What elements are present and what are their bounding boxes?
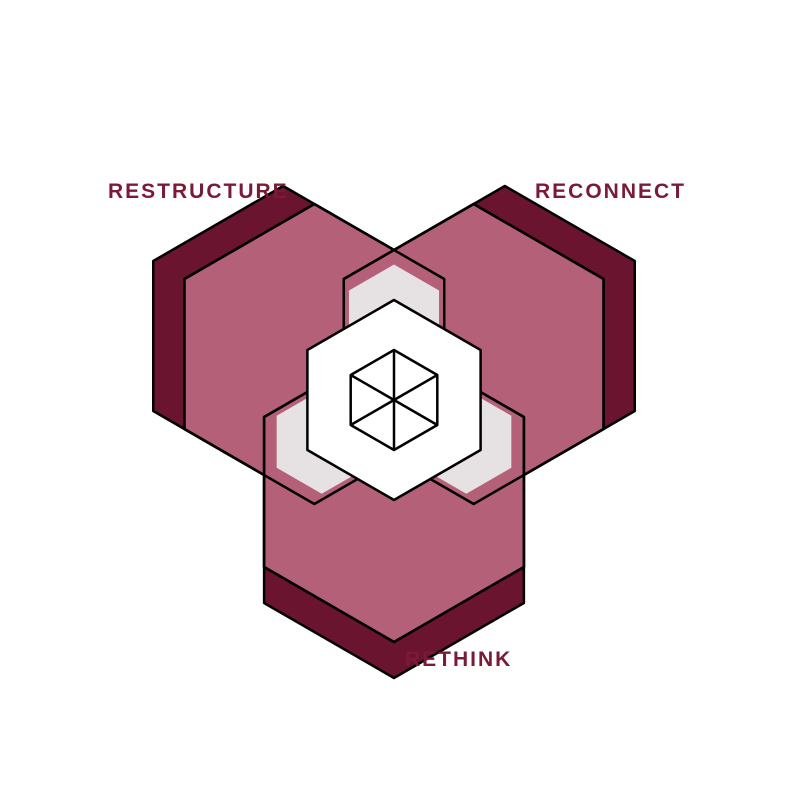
label-reconnect: RECONNECT xyxy=(535,180,686,204)
label-rethink: RETHINK xyxy=(405,648,512,672)
label-restructure: RESTRUCTURE xyxy=(108,180,289,204)
venn-hexagon-diagram xyxy=(0,0,788,788)
